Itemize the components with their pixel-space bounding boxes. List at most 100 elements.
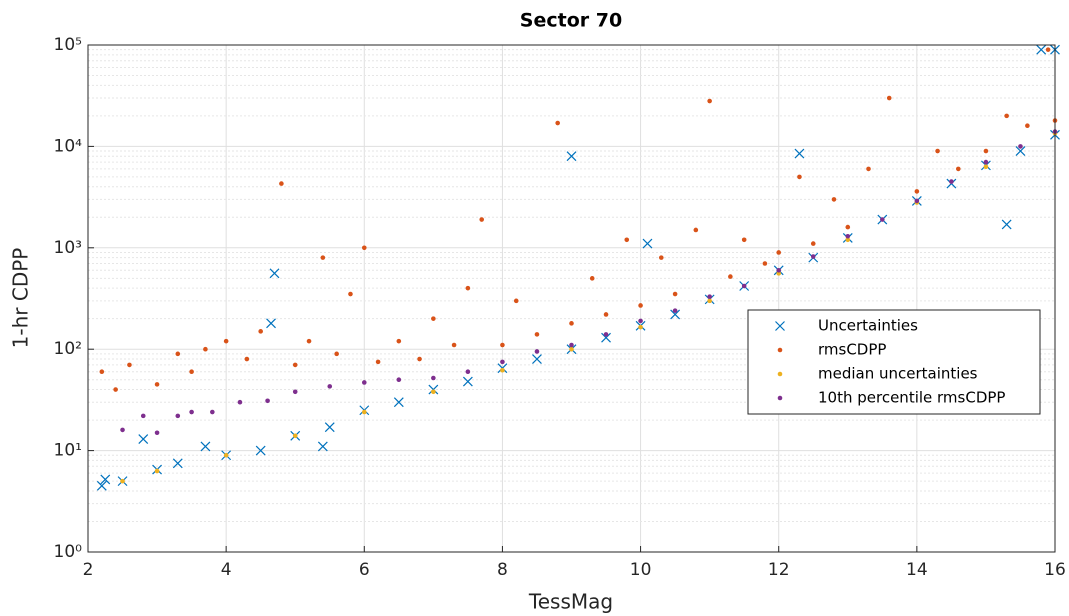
point: [324, 422, 335, 433]
y-tick-label: 10¹: [54, 441, 82, 461]
point: [361, 380, 367, 385]
point: [154, 468, 160, 474]
point: [707, 98, 712, 104]
point: [949, 179, 954, 184]
point: [431, 375, 436, 381]
y-tick-label: 10²: [54, 339, 82, 359]
point: [983, 164, 989, 170]
point: [845, 224, 851, 230]
legend-label: Uncertainties: [818, 317, 918, 335]
point: [258, 329, 263, 334]
point: [1025, 123, 1030, 129]
point: [534, 349, 540, 354]
point: [189, 369, 194, 374]
x-tick-label: 16: [1044, 560, 1066, 580]
point: [479, 217, 485, 222]
point: [707, 294, 712, 299]
point: [361, 245, 367, 251]
point: [569, 321, 574, 326]
point: [569, 342, 574, 348]
point: [348, 291, 353, 297]
point: [120, 478, 125, 484]
point: [255, 445, 266, 456]
point: [532, 354, 542, 364]
point: [642, 238, 653, 249]
x-axis-label: TessMag: [528, 590, 613, 614]
point: [935, 148, 940, 154]
point: [728, 274, 733, 279]
x-tick-label: 8: [497, 560, 508, 580]
point: [845, 233, 851, 239]
point: [292, 433, 298, 439]
point: [172, 458, 183, 469]
point: [624, 237, 630, 243]
point: [203, 346, 208, 352]
point: [603, 332, 609, 337]
point: [534, 332, 540, 337]
legend-label: rmsCDPP: [818, 341, 886, 359]
x-tick-label: 6: [359, 560, 370, 580]
point: [914, 198, 920, 204]
x-tick-label: 2: [83, 560, 94, 580]
point: [914, 189, 920, 194]
plot-area: [88, 45, 1055, 552]
point: [265, 398, 270, 404]
point: [244, 356, 250, 362]
point: [810, 254, 816, 259]
point: [200, 441, 211, 452]
point: [672, 291, 678, 297]
point: [1036, 44, 1047, 55]
point: [465, 369, 471, 374]
chart-title: Sector 70: [520, 10, 622, 32]
point: [672, 308, 678, 313]
point: [1001, 219, 1012, 230]
point: [810, 241, 816, 246]
y-tick-label: 10⁴: [54, 136, 83, 156]
point: [845, 237, 851, 243]
point: [320, 255, 326, 260]
point: [1018, 144, 1023, 149]
point: [154, 430, 160, 436]
x-tick-label: 12: [768, 560, 790, 580]
point: [393, 397, 404, 408]
point: [375, 359, 381, 365]
point: [1045, 47, 1051, 52]
x-tick-label: 10: [630, 560, 652, 580]
point: [154, 382, 160, 387]
point: [100, 474, 111, 485]
point: [797, 174, 802, 180]
y-axis-label: 1-hr CDPP: [9, 248, 33, 349]
y-tick-label: 10³: [54, 238, 82, 258]
point: [500, 359, 505, 365]
point: [658, 255, 664, 260]
point: [96, 480, 107, 491]
point: [317, 441, 328, 452]
legend-box: [747, 309, 1041, 415]
point: [462, 376, 473, 387]
point: [99, 369, 105, 374]
point: [693, 227, 699, 233]
point: [266, 318, 276, 329]
point: [138, 434, 149, 444]
point: [361, 409, 367, 415]
y-tick-label: 10⁰: [54, 542, 83, 562]
marks: [96, 44, 1060, 491]
x-tick-label: 14: [906, 560, 928, 580]
point: [237, 399, 243, 405]
point: [866, 166, 871, 172]
point: [956, 166, 961, 172]
point: [292, 362, 298, 368]
point: [279, 181, 284, 186]
point: [1004, 113, 1009, 119]
point: [113, 387, 118, 392]
x-tick-label: 4: [221, 560, 232, 580]
point: [334, 351, 339, 357]
point: [566, 151, 577, 162]
point: [670, 309, 681, 320]
point: [741, 237, 747, 243]
legend-label: median uncertainties: [818, 365, 978, 383]
point: [886, 95, 892, 101]
point: [431, 389, 436, 395]
legend: Uncertainties rmsCDPP median uncertainties…: [747, 309, 1041, 415]
